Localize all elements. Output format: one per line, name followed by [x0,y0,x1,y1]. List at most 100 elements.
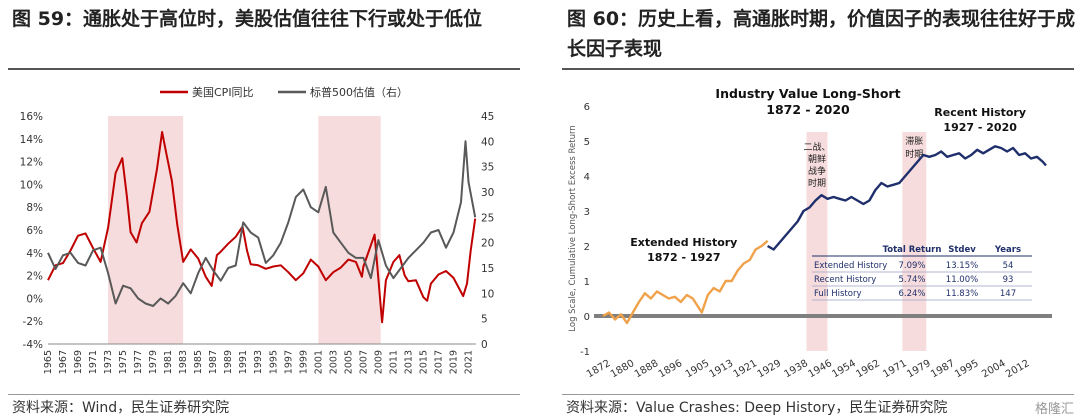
table-cell: Recent History [814,275,876,285]
series-line-0 [47,131,477,324]
annotation-recent-line-2: 1927 - 2020 [943,121,1017,134]
x-tick-label: 1977 [133,350,144,374]
x-tick-label: 2017 [433,350,444,374]
shaded-label-0-line: 时期 [808,177,826,189]
left-y-tick-label: 6% [26,225,43,237]
table-cell: Extended History [814,261,887,271]
right-title-rule [562,68,1074,70]
x-tick-label: 1967 [58,350,69,374]
x-tick-label: 1921 [732,358,760,380]
table-cell: 13.15% [946,261,978,271]
y-tick-label: -1 [580,347,590,358]
left-y-tick-label: -2% [23,316,43,328]
left-y-tick-label: 12% [20,157,43,169]
x-tick-label: 1896 [657,358,685,380]
legend-label-0: 美国CPI同比 [192,86,254,99]
x-tick-label: 1888 [633,358,661,380]
right-y-tick-label: 10 [481,288,494,300]
x-tick-label: 2005 [343,350,354,374]
x-tick-label: 1971 [881,358,909,380]
x-tick-label: 1985 [193,350,204,374]
x-tick-label: 1973 [103,350,114,374]
y-tick-label: 2 [584,242,590,253]
x-tick-label: 1989 [223,350,234,374]
table-cell: 11.00% [946,275,978,285]
x-tick-label: 1987 [929,358,957,380]
x-tick-label: 1962 [854,358,882,380]
left-y-tick-label: 2% [26,271,43,283]
left-source-note: 资料来源：Wind，民生证券研究院 [12,400,230,416]
right-source-note: 资料来源：Value Crashes: Deep History，民生证券研究院 [566,400,948,416]
x-tick-label: 1995 [268,350,279,374]
x-tick-label: 2013 [403,350,414,374]
x-tick-label: 1929 [756,358,784,380]
right-y-tick-label: 5 [481,314,488,326]
y-tick-label: 6 [584,102,590,113]
x-tick-label: 1872 [585,358,613,380]
x-tick-label: 2012 [1004,358,1032,380]
shaded-label-0-line: 朝鲜 [808,153,826,165]
x-tick-label: 1954 [830,358,858,380]
chart-title-line-2: 1872 - 2020 [766,102,850,117]
x-tick-label: 1995 [953,358,981,380]
chart-title-line-1: Industry Value Long-Short [715,86,900,101]
table-header: Total Return [883,245,942,255]
annotation-recent-line-1: Recent History [934,106,1026,119]
x-tick-label: 2001 [313,350,324,374]
x-tick-label: 1979 [905,358,933,380]
x-tick-label: 1905 [684,358,712,380]
x-tick-label: 1997 [283,350,294,374]
y-tick-label: 3 [584,207,590,218]
left-y-tick-label: 8% [26,202,43,214]
x-tick-label: 1965 [43,350,54,374]
x-tick-label: 1987 [208,350,219,374]
y-tick-label: 4 [584,172,590,183]
y-tick-label: 5 [584,137,590,148]
x-tick-label: 1913 [708,358,736,380]
left-panel-title: 图 59：通胀处于高位时，美股估值往往下行或处于低位 [12,8,483,30]
cpi-vs-sp500-valuation-chart: -4% -2% 0% 2% 4% 6% 8% 10% 12% 14% 16% 0 5 10 15 20 25 30… [20,85,495,374]
shaded-period-0 [108,116,184,344]
x-tick-label: 1946 [806,358,834,380]
shaded-label-0-line: 战争 [808,165,826,177]
left-title-rule [8,68,520,70]
right-y-tick-label: 20 [481,238,494,250]
x-tick-label: 2007 [358,350,369,374]
left-y-tick-label: -4% [23,339,43,351]
table-cell: 147 [1000,289,1016,299]
right-y-tick-label: 30 [481,187,494,199]
x-tick-label: 1983 [178,350,189,374]
right-y-tick-label: 0 [481,339,488,351]
right-bottom-rule [562,394,1074,395]
x-tick-label: 1969 [73,350,84,374]
x-tick-label: 2011 [388,350,399,374]
table-cell: 6.24% [898,289,925,299]
legend-label-1: 标普500估值（右） [310,85,408,99]
x-tick-label: 2019 [448,350,459,374]
series-line-1 [766,145,1047,251]
x-tick-label: 2004 [980,358,1008,380]
left-y-tick-label: 0% [26,293,43,305]
y-axis-label: Log Scale, Cumulative Long-Short Excess … [568,125,578,331]
series-line-0 [602,239,769,325]
right-y-tick-label: 25 [481,212,494,224]
shaded-period-1 [902,132,927,351]
x-tick-label: 1981 [163,350,174,374]
annotation-extended-line-2: 1872 - 1927 [647,251,720,264]
annotation-extended-line-1: Extended History [630,236,737,249]
right-y-tick-label: 35 [481,162,494,174]
right-panel-title: 图 60：历史上看，高通胀时期，价值因子的表现往往好于成长因子表现 [567,8,1076,60]
left-y-tick-label: 4% [26,248,43,260]
x-tick-label: 2009 [373,350,384,374]
table-cell: 54 [1003,261,1014,271]
y-tick-label: 1 [584,277,590,288]
watermark-logo: 格隆汇 [1034,402,1074,417]
table-cell: 5.74% [898,275,925,285]
table-cell: 7.09% [898,261,925,271]
right-y-tick-label: 45 [481,111,494,123]
table-header: Stdev [948,245,976,255]
x-tick-label: 2015 [418,350,429,374]
x-tick-label: 1999 [298,350,309,374]
shaded-label-1-line: 时期 [905,148,923,160]
